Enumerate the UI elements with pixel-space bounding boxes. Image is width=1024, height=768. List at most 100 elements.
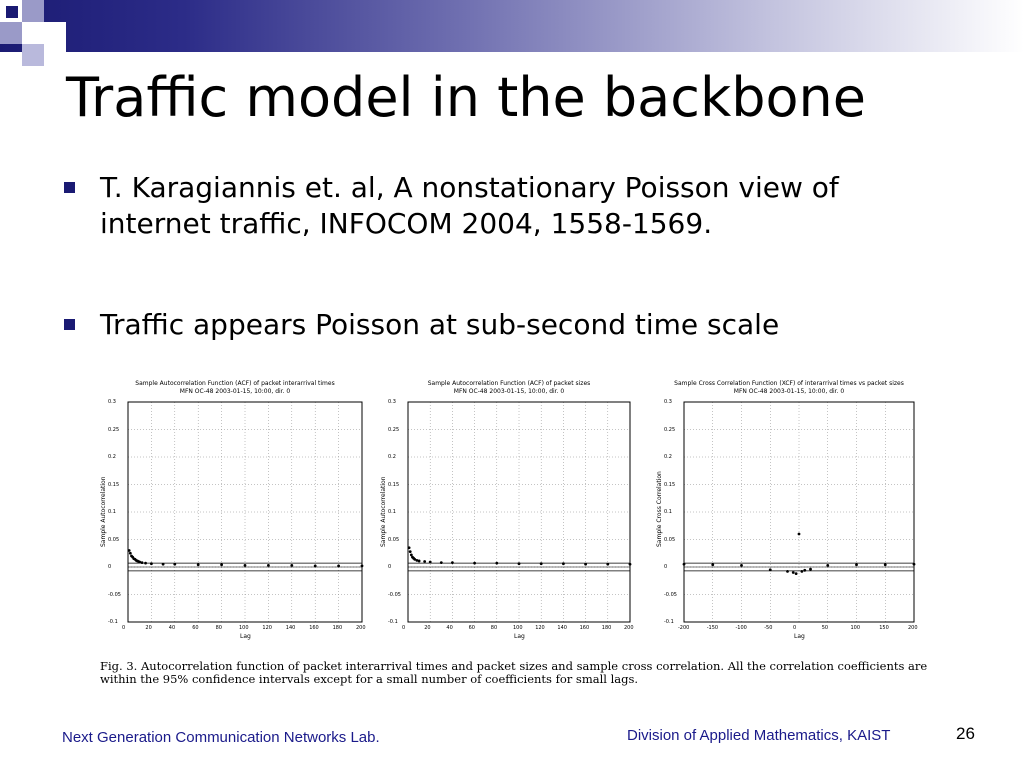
data-point: [826, 563, 830, 567]
x-tick-label: 120: [535, 625, 545, 631]
data-point: [423, 560, 427, 563]
x-tick-label: 100: [239, 625, 249, 631]
y-tick-label: 0.2: [664, 454, 672, 460]
data-point: [127, 549, 131, 552]
data-point: [800, 570, 804, 573]
x-tick-label: 80: [490, 625, 498, 631]
plot-title: Sample Cross Correlation Function (XCF) …: [674, 380, 904, 387]
data-point: [428, 560, 432, 564]
data-point: [144, 561, 147, 565]
decor-square-3: [0, 22, 22, 44]
data-point: [682, 562, 686, 566]
x-tick-label: 40: [168, 625, 176, 631]
x-tick-label: -150: [706, 625, 719, 631]
data-point: [140, 561, 144, 564]
plot-subtitle: MFN OC-48 2003-01-15, 10:00, dir. 0: [733, 388, 845, 395]
y-tick-label: 0.15: [388, 481, 400, 488]
decor-square-5: [6, 6, 18, 18]
data-point: [797, 532, 801, 536]
y-tick-label: 0.3: [108, 399, 116, 405]
y-tick-label: 0.05: [388, 536, 400, 543]
x-axis-label: Lag: [514, 633, 525, 640]
y-tick-label: -0.1: [388, 619, 398, 625]
correlation-plot-2: Sample Autocorrelation Function (ACF) of…: [380, 376, 638, 646]
figure-caption: Fig. 3. Autocorrelation function of pack…: [100, 660, 932, 686]
data-point: [413, 557, 417, 561]
decor-square-8: [44, 44, 66, 66]
bullet-text: T. Karagiannis et. al, A nonstationary P…: [100, 171, 839, 240]
data-point: [768, 568, 772, 572]
plot-title: Sample Autocorrelation Function (ACF) of…: [427, 380, 591, 387]
header-gradient-bar: [0, 0, 1024, 52]
x-tick-label: 60: [192, 625, 199, 631]
data-point: [786, 570, 789, 573]
footer-division-name: Division of Applied Mathematics, KAIST: [627, 727, 891, 744]
data-point: [791, 571, 795, 574]
x-axis-label: Lag: [794, 633, 805, 640]
y-tick-label: 0.15: [664, 481, 676, 488]
x-tick-label: 150: [879, 625, 889, 631]
x-tick-label: 180: [332, 625, 343, 631]
bullet-square-icon: [64, 182, 75, 193]
data-point: [883, 563, 887, 567]
data-point: [855, 563, 858, 567]
plot-subtitle: MFN OC-48 2003-01-15, 10:00, dir. 0: [179, 388, 291, 395]
y-axis-label: Sample Autocorrelation: [100, 476, 107, 547]
caption-line: Fig. 3. Autocorrelation function of pack…: [100, 659, 928, 673]
plot-frame: [683, 401, 915, 623]
data-point: [415, 559, 419, 562]
bullet-square-icon: [64, 319, 75, 330]
data-point: [809, 567, 812, 571]
decor-square-7: [22, 44, 44, 66]
x-tick-label: 20: [424, 625, 431, 631]
y-tick-label: 0.25: [388, 426, 400, 433]
data-point: [150, 562, 153, 566]
x-tick-label: 50: [821, 625, 829, 631]
data-point: [451, 561, 454, 564]
x-tick-label: 200: [624, 625, 634, 631]
plot-frame: [127, 401, 363, 623]
x-tick-label: -200: [678, 625, 690, 631]
x-tick-label: 0: [793, 625, 797, 631]
data-point: [173, 562, 177, 566]
data-point: [912, 562, 916, 566]
y-tick-label: 0.1: [664, 509, 672, 515]
data-point: [628, 562, 632, 566]
y-tick-label: 0: [388, 564, 392, 570]
data-point: [337, 564, 340, 568]
correlation-plot-1: Sample Autocorrelation Function (ACF) of…: [100, 376, 370, 646]
x-tick-label: 180: [601, 625, 612, 631]
y-tick-label: 0: [108, 564, 112, 570]
data-point: [138, 560, 142, 564]
y-tick-label: 0.25: [664, 426, 676, 433]
data-point: [803, 568, 807, 572]
y-tick-label: 0.15: [108, 481, 120, 488]
data-point: [196, 563, 200, 567]
x-tick-label: 0: [402, 625, 406, 631]
plot-subtitle: MFN OC-48 2003-01-15, 10:00, dir. 0: [453, 388, 565, 395]
data-point: [517, 562, 521, 566]
y-tick-label: 0: [664, 564, 668, 570]
data-point: [409, 553, 413, 557]
x-tick-label: 0: [122, 625, 126, 631]
y-tick-label: -0.05: [108, 591, 121, 598]
data-point: [360, 564, 364, 568]
y-tick-label: -0.05: [664, 591, 677, 598]
y-tick-label: 0.25: [108, 426, 120, 433]
data-point: [243, 563, 247, 567]
data-point: [439, 561, 443, 564]
bullet-text: Traffic appears Poisson at sub-second ti…: [100, 308, 780, 341]
y-axis-label: Sample Autocorrelation: [380, 476, 387, 547]
plot-canvas: [682, 401, 916, 623]
x-tick-label: 120: [262, 625, 272, 631]
decor-square-6: [44, 22, 66, 44]
x-tick-label: -100: [735, 625, 747, 631]
x-tick-label: 60: [468, 625, 475, 631]
x-tick-label: 200: [908, 625, 918, 631]
page-number: 26: [956, 724, 975, 743]
data-point: [313, 564, 317, 568]
data-point: [539, 562, 543, 566]
data-point: [128, 551, 132, 555]
y-tick-label: 0.2: [108, 454, 116, 460]
x-tick-label: 140: [557, 625, 567, 631]
